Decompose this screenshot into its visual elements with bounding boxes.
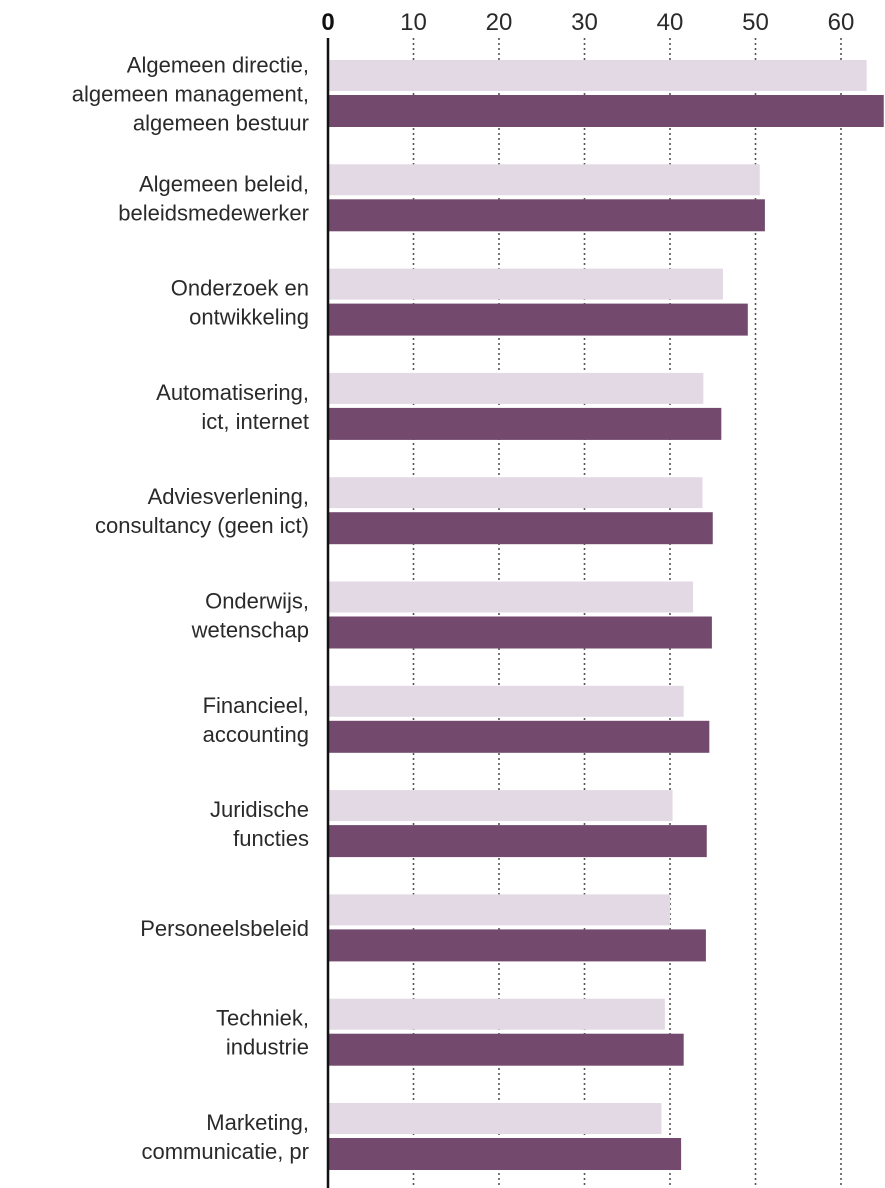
category-label-5-1: wetenschap (191, 618, 309, 643)
bar-dark-7 (328, 825, 707, 858)
bar-dark-4 (328, 512, 713, 545)
bar-dark-8 (328, 929, 706, 962)
category-label-2-1: ontwikkeling (189, 305, 309, 330)
bar-light-3 (328, 372, 704, 404)
bar-dark-5 (328, 616, 712, 649)
category-label-8-0: Personeelsbeleid (140, 916, 309, 941)
category-label-4-0: Adviesverlening, (148, 484, 309, 509)
bar-light-4 (328, 477, 703, 509)
tick-label-10: 10 (400, 9, 427, 36)
bar-light-0 (328, 60, 867, 91)
category-label-1-0: Algemeen beleid, (139, 171, 309, 196)
bar-light-9 (328, 998, 665, 1030)
category-label-3-0: Automatisering, (156, 380, 309, 405)
tick-labels: 0 10 20 30 40 50 60 (321, 9, 854, 36)
bar-dark-9 (328, 1033, 684, 1066)
bar-light-1 (328, 164, 760, 196)
bar-light-2 (328, 268, 724, 300)
category-label-9-0: Techniek, (216, 1006, 309, 1031)
category-label-9-1: industrie (226, 1035, 309, 1060)
bar-dark-3 (328, 407, 722, 440)
category-label-10-1: communicatie, pr (141, 1139, 309, 1164)
bar-dark-2 (328, 303, 748, 336)
category-label-0-2: algemeen bestuur (133, 111, 309, 136)
category-labels: Algemeen directie, algemeen management, al… (72, 53, 309, 1165)
tick-label-0: 0 (321, 9, 334, 36)
bar-dark-0 (328, 95, 884, 127)
bar-dark-6 (328, 720, 710, 753)
category-label-0-0: Algemeen directie, (127, 53, 309, 78)
category-label-2-0: Onderzoek en (171, 276, 309, 301)
tick-label-20: 20 (486, 9, 513, 36)
tick-label-50: 50 (742, 9, 769, 36)
bar-light-10 (328, 1103, 662, 1134)
category-label-10-0: Marketing, (206, 1110, 309, 1135)
category-label-7-1: functies (233, 826, 309, 851)
category-label-0-1: algemeen management, (72, 82, 309, 107)
bars (328, 60, 884, 1170)
bar-dark-1 (328, 199, 765, 232)
category-label-3-1: ict, internet (201, 409, 309, 434)
category-label-4-1: consultancy (geen ict) (95, 513, 309, 538)
category-label-5-0: Onderwijs, (205, 589, 309, 614)
category-label-6-0: Financieel, (203, 693, 309, 718)
tick-label-30: 30 (571, 9, 598, 36)
category-label-7-0: Juridische (210, 797, 309, 822)
bar-dark-10 (328, 1138, 682, 1170)
bar-light-6 (328, 685, 684, 717)
category-label-1-1: beleidsmedewerker (118, 200, 309, 225)
category-label-6-1: accounting (203, 722, 309, 747)
bar-light-7 (328, 790, 673, 822)
tick-label-60: 60 (828, 9, 855, 36)
tick-label-40: 40 (657, 9, 684, 36)
bar-light-8 (328, 894, 670, 926)
bar-light-5 (328, 581, 694, 613)
